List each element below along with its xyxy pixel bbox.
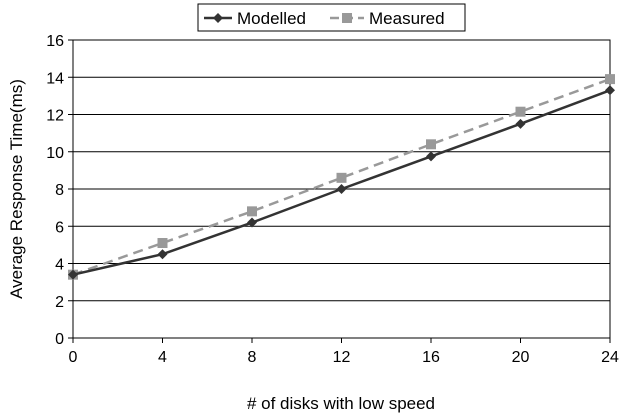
y-axis-title: Average Response Time(ms) xyxy=(7,79,26,299)
y-tick-label: 0 xyxy=(55,331,64,348)
point-modelled xyxy=(247,217,257,228)
series-layer xyxy=(68,74,615,280)
x-tick-label: 8 xyxy=(248,349,257,366)
legend-measured-label: Measured xyxy=(369,9,445,28)
x-tick-label: 0 xyxy=(69,349,78,366)
legend-modelled-marker xyxy=(213,13,223,23)
x-tick-label: 12 xyxy=(333,349,351,366)
point-modelled xyxy=(515,118,526,129)
point-modelled xyxy=(157,249,168,260)
point-modelled xyxy=(426,151,436,162)
y-tick-label: 12 xyxy=(46,108,64,125)
x-axis-title: # of disks with low speed xyxy=(247,394,435,413)
point-modelled xyxy=(336,184,347,194)
point-measured xyxy=(157,238,168,249)
legend: Modelled Measured xyxy=(197,3,466,32)
x-tick-label: 16 xyxy=(422,349,440,366)
point-measured xyxy=(515,106,526,117)
y-tick-label: 2 xyxy=(55,294,64,311)
x-tick-label: 24 xyxy=(601,349,619,366)
y-tick-label: 16 xyxy=(46,33,64,50)
y-tick-label: 4 xyxy=(55,257,64,274)
x-tick-label: 4 xyxy=(158,349,167,366)
y-tick-label: 8 xyxy=(55,182,64,199)
y-tick-label: 6 xyxy=(55,219,64,236)
point-measured xyxy=(247,206,257,217)
y-tick-label: 10 xyxy=(46,145,64,162)
point-modelled xyxy=(68,269,78,280)
x-tick-label: 20 xyxy=(512,349,530,366)
legend-measured-marker xyxy=(342,13,352,23)
point-measured xyxy=(336,172,347,183)
point-measured xyxy=(426,139,436,150)
y-axis-ticks: 0 2 4 6 8 10 12 14 16 xyxy=(46,33,73,348)
y-tick-label: 14 xyxy=(46,70,64,87)
point-measured xyxy=(605,74,615,85)
x-axis-ticks: 0 4 8 12 16 20 24 xyxy=(69,338,619,366)
point-modelled xyxy=(605,85,615,96)
legend-modelled-label: Modelled xyxy=(237,9,306,28)
